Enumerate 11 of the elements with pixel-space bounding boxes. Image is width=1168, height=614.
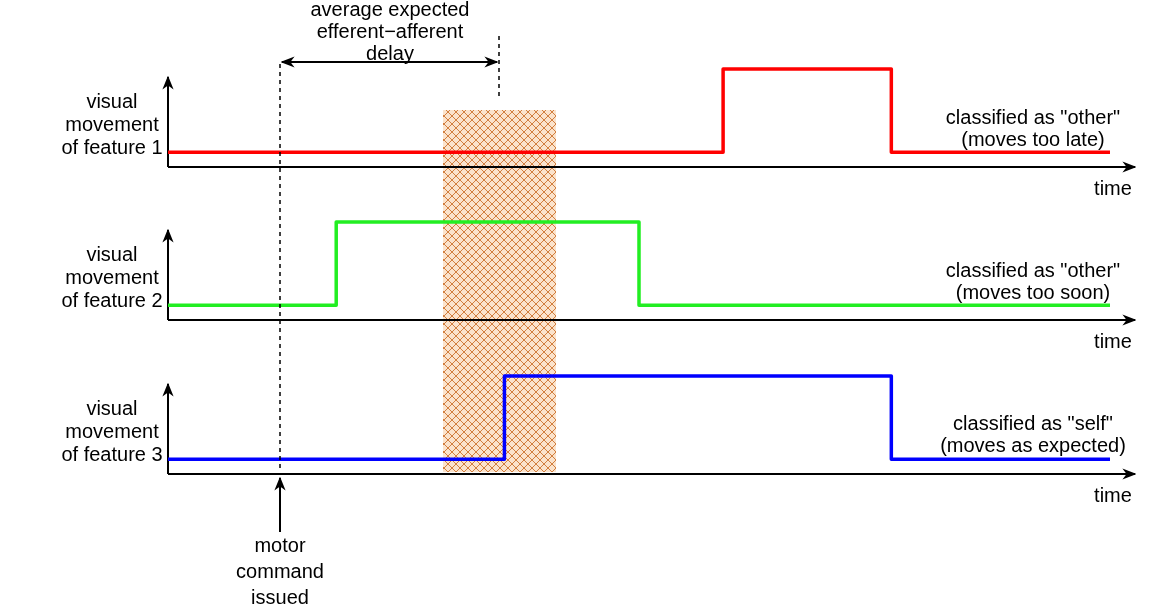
text: motor command issued <box>236 534 324 608</box>
annotation: classified as "other" (moves too late) <box>945 106 1121 150</box>
annotation: classified as "self" (moves as expected) <box>940 412 1126 456</box>
y-axis-title: visual movement of feature 1 <box>61 90 163 158</box>
x-axis-title: time <box>1094 484 1132 506</box>
y-axis-title: visual movement of feature 2 <box>61 243 163 311</box>
x-axis-title: time <box>1094 330 1132 352</box>
y-axis-title: visual movement of feature 3 <box>61 397 163 465</box>
annotation: classified as "other" (moves too soon) <box>945 259 1121 303</box>
x-axis-title: time <box>1094 177 1132 199</box>
text: average expected efferent−afferent delay <box>310 0 470 64</box>
